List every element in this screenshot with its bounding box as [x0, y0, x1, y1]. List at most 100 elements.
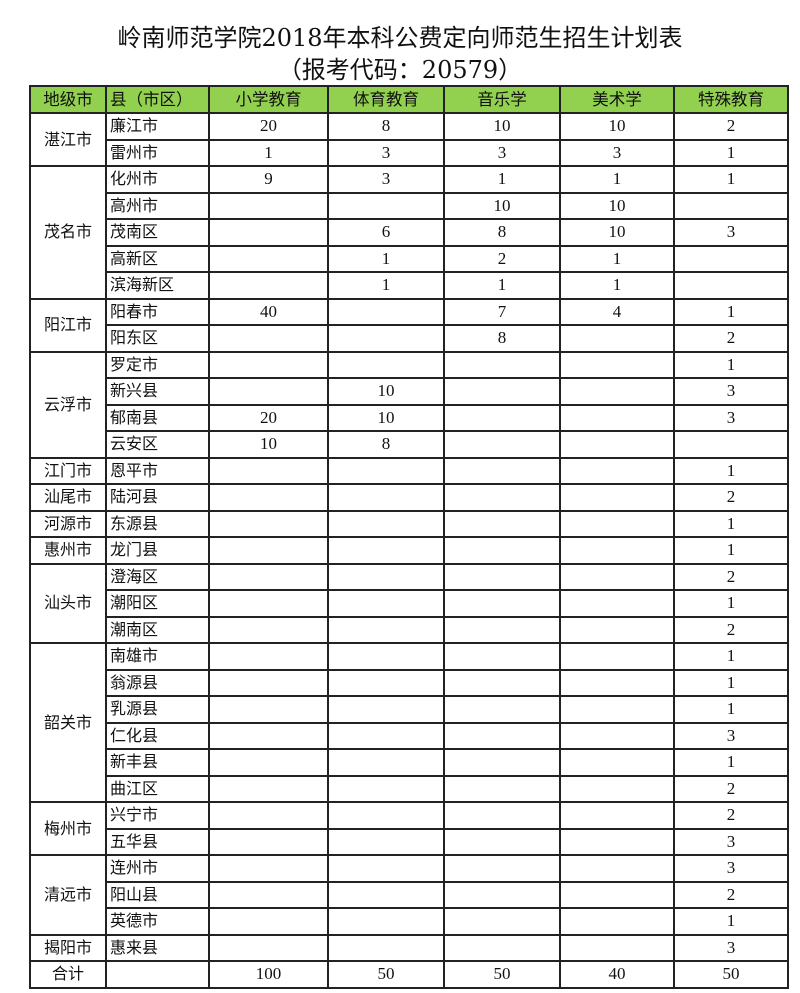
- value-cell: [327, 854, 445, 883]
- city-cell: 惠州市: [29, 536, 107, 565]
- value-cell: [443, 430, 561, 459]
- table-row: 湛江市 廉江市 20 8 10 10 2: [29, 112, 789, 167]
- value-cell: [559, 403, 675, 432]
- value-cell: 8: [443, 324, 561, 353]
- value-cell: [208, 562, 329, 591]
- value-cell: [327, 695, 445, 724]
- value-cell: [443, 854, 561, 883]
- value-cell: 1: [443, 165, 561, 194]
- value-cell: [327, 483, 445, 512]
- county-cell: 陆河县: [105, 483, 210, 512]
- value-cell: [673, 244, 789, 273]
- value-cell: [443, 642, 561, 671]
- value-cell: 10: [443, 112, 561, 141]
- value-cell: [327, 350, 445, 379]
- value-cell: [327, 297, 445, 326]
- table-row: 茂名市 化州市 9 3 1 1 1: [29, 165, 789, 300]
- value-cell: 3: [673, 218, 789, 247]
- value-cell: 8: [443, 218, 561, 247]
- value-cell: [673, 430, 789, 459]
- table-row: 乳源县 1: [30, 695, 789, 724]
- value-cell: [443, 615, 561, 644]
- county-cell: 连州市: [105, 854, 210, 883]
- value-cell: [208, 244, 329, 273]
- county-cell: 仁化县: [105, 721, 210, 750]
- value-cell: [208, 350, 329, 379]
- county-cell: 东源县: [105, 509, 210, 538]
- value-cell: 1: [559, 165, 675, 194]
- value-cell: [559, 483, 675, 512]
- value-cell: [208, 695, 329, 724]
- value-cell: [327, 509, 445, 538]
- value-cell: [559, 933, 675, 962]
- value-cell: 1: [673, 589, 789, 618]
- county-cell: 茂南区: [105, 218, 210, 247]
- city-cell: 湛江市: [29, 112, 107, 167]
- table-row: 郁南县 20 10 3: [30, 403, 789, 432]
- value-cell: [208, 827, 329, 856]
- value-cell: [327, 536, 445, 565]
- table-row: 雷州市 1 3 3 3 1: [30, 138, 789, 167]
- value-cell: 1: [673, 642, 789, 671]
- table-row: 滨海新区 1 1 1: [30, 271, 789, 300]
- value-cell: [559, 324, 675, 353]
- table-row: 高新区 1 2 1: [30, 244, 789, 273]
- value-cell: [327, 668, 445, 697]
- table-row: 五华县 3: [30, 827, 789, 856]
- city-cell: 云浮市: [29, 350, 107, 459]
- county-cell: 兴宁市: [105, 801, 210, 830]
- table-row: 高州市 10 10: [30, 191, 789, 220]
- total-label: 合计: [29, 960, 107, 989]
- table-row: 云浮市 罗定市 1: [29, 350, 789, 459]
- total-county-cell: [105, 960, 210, 989]
- value-cell: [559, 536, 675, 565]
- value-cell: [443, 721, 561, 750]
- value-cell: [208, 748, 329, 777]
- city-cell: 江门市: [29, 456, 107, 485]
- value-cell: [208, 933, 329, 962]
- table-row: 汕尾市 陆河县 2: [29, 483, 789, 512]
- table-row: 仁化县 3: [30, 721, 789, 750]
- value-cell: 3: [673, 721, 789, 750]
- county-cell: 惠来县: [105, 933, 210, 962]
- county-cell: 罗定市: [105, 350, 210, 379]
- value-cell: 1: [673, 165, 789, 194]
- table-row: 汕头市 澄海区 2: [29, 562, 789, 644]
- value-cell: [208, 880, 329, 909]
- table-row: 英德市 1: [30, 907, 789, 936]
- value-cell: 1: [673, 536, 789, 565]
- value-cell: [327, 324, 445, 353]
- value-cell: 3: [673, 827, 789, 856]
- value-cell: [327, 456, 445, 485]
- county-cell: 滨海新区: [105, 271, 210, 300]
- document-title: 岭南师范学院2018年本科公费定向师范生招生计划表: [117, 24, 683, 52]
- county-cell: 英德市: [105, 907, 210, 936]
- value-cell: [327, 191, 445, 220]
- value-cell: [443, 350, 561, 379]
- value-cell: 2: [673, 615, 789, 644]
- value-cell: [443, 403, 561, 432]
- value-cell: 1: [327, 244, 445, 273]
- value-cell: [443, 933, 561, 962]
- city-cell: 茂名市: [29, 165, 107, 300]
- value-cell: [559, 562, 675, 591]
- column-header: 县（市区）: [105, 85, 210, 114]
- value-cell: [559, 880, 675, 909]
- value-cell: [208, 615, 329, 644]
- value-cell: 10: [559, 191, 675, 220]
- value-cell: [559, 721, 675, 750]
- value-cell: 3: [673, 377, 789, 406]
- value-cell: 2: [673, 801, 789, 830]
- value-cell: [443, 509, 561, 538]
- value-cell: [443, 827, 561, 856]
- table-row: 茂南区 6 8 10 3: [30, 218, 789, 247]
- value-cell: [327, 642, 445, 671]
- table-row: 梅州市 兴宁市 2: [29, 801, 789, 856]
- value-cell: [208, 377, 329, 406]
- value-cell: [443, 456, 561, 485]
- value-cell: [559, 748, 675, 777]
- value-cell: [208, 854, 329, 883]
- value-cell: [327, 774, 445, 803]
- value-cell: [327, 562, 445, 591]
- value-cell: 10: [327, 377, 445, 406]
